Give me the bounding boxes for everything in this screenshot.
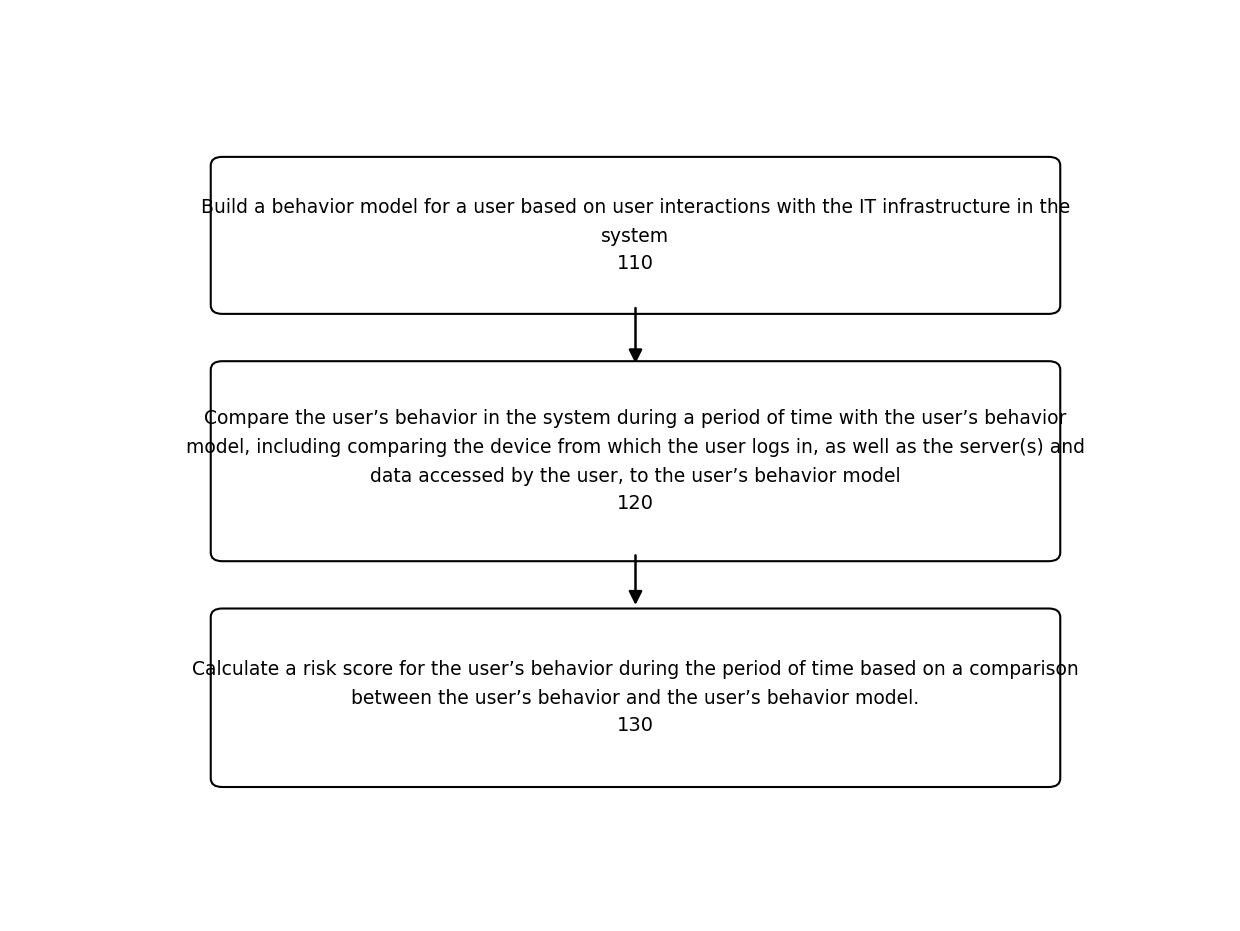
Text: 120: 120 [618,494,653,513]
Text: model, including comparing the device from which the user logs in, as well as th: model, including comparing the device fr… [186,439,1085,457]
FancyBboxPatch shape [211,609,1060,787]
Text: Build a behavior model for a user based on user interactions with the IT infrast: Build a behavior model for a user based … [201,198,1070,217]
FancyBboxPatch shape [211,361,1060,561]
Text: system: system [601,226,670,246]
Text: 130: 130 [618,716,653,735]
FancyBboxPatch shape [211,157,1060,314]
Text: Compare the user’s behavior in the system during a period of time with the user’: Compare the user’s behavior in the syste… [205,410,1066,428]
Text: 110: 110 [618,254,653,273]
Text: between the user’s behavior and the user’s behavior model.: between the user’s behavior and the user… [351,689,920,708]
Text: data accessed by the user, to the user’s behavior model: data accessed by the user, to the user’s… [371,466,900,486]
Text: Calculate a risk score for the user’s behavior during the period of time based o: Calculate a risk score for the user’s be… [192,660,1079,680]
